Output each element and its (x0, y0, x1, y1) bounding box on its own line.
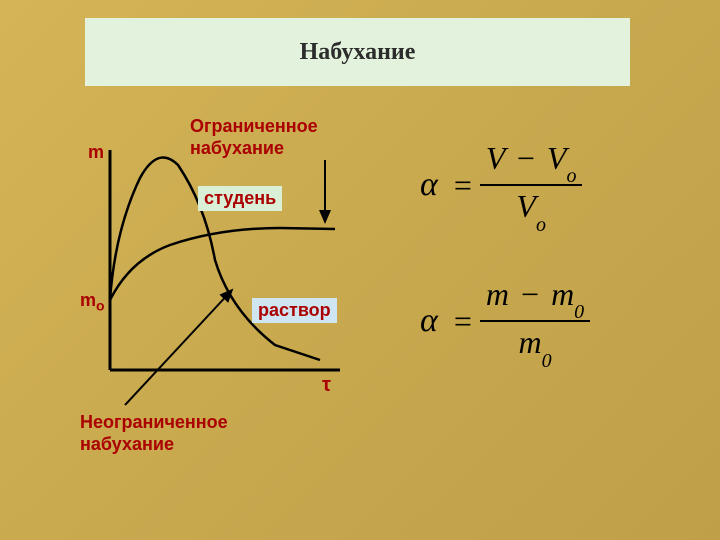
gel-label: студень (198, 186, 282, 211)
arrow-diagonal (125, 290, 232, 405)
unlimited-swelling-label: Неограниченноенабухание (80, 412, 228, 455)
title-box: Набухание (85, 18, 630, 86)
formula-block: α = V − Vo Vo α = m − m0 m0 (420, 140, 700, 412)
limited-curve (110, 228, 335, 300)
swelling-chart: m mо τ Ограниченноенабухание Неограничен… (60, 130, 380, 470)
formula-volume: α = V − Vo Vo (420, 140, 700, 231)
formula-mass: α = m − m0 m0 (420, 276, 700, 367)
limited-swelling-label: Ограниченноенабухание (190, 116, 318, 159)
y-axis-label: m (88, 142, 104, 163)
page-title: Набухание (300, 39, 416, 66)
x-axis-label: τ (322, 374, 331, 397)
solution-label: раствор (252, 298, 337, 323)
y-origin-label: mо (80, 290, 105, 314)
